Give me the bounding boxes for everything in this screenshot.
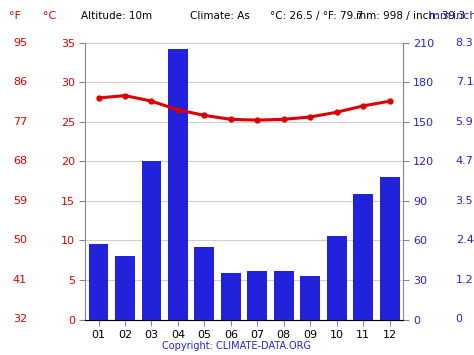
Text: 86: 86 (13, 77, 27, 87)
Bar (89, 244, 109, 320)
Text: °C: °C (43, 11, 56, 21)
Bar (353, 194, 373, 320)
Bar (115, 256, 135, 320)
Text: 32: 32 (13, 315, 27, 324)
Text: 41: 41 (13, 275, 27, 285)
Text: Climate: As: Climate: As (190, 11, 249, 21)
Text: 4.7: 4.7 (456, 156, 474, 166)
Text: 3.5: 3.5 (456, 196, 474, 206)
Text: 1.2: 1.2 (456, 275, 474, 285)
Bar (327, 236, 346, 320)
Bar (142, 161, 162, 320)
Text: 59: 59 (13, 196, 27, 206)
Bar (221, 273, 241, 320)
Text: 95: 95 (13, 38, 27, 48)
Bar (301, 276, 320, 320)
Text: 68: 68 (13, 156, 27, 166)
Bar (380, 177, 400, 320)
Text: inch: inch (453, 11, 474, 21)
Text: 7.1: 7.1 (456, 77, 474, 87)
Bar (194, 247, 214, 320)
Bar (274, 271, 294, 320)
Text: Copyright: CLIMATE-DATA.ORG: Copyright: CLIMATE-DATA.ORG (163, 342, 311, 351)
Bar (247, 271, 267, 320)
Text: mm: 998 / inch: 39.3: mm: 998 / inch: 39.3 (356, 11, 465, 21)
Text: mm: mm (429, 11, 451, 21)
Text: 0: 0 (456, 315, 463, 324)
Text: 8.3: 8.3 (456, 38, 474, 48)
Text: 50: 50 (13, 235, 27, 245)
Text: 2.4: 2.4 (456, 235, 474, 245)
Bar (168, 49, 188, 320)
Text: Altitude: 10m: Altitude: 10m (81, 11, 152, 21)
Text: °C: 26.5 / °F: 79.7: °C: 26.5 / °F: 79.7 (270, 11, 364, 21)
Text: 5.9: 5.9 (456, 117, 474, 127)
Text: 77: 77 (13, 117, 27, 127)
Text: °F: °F (9, 11, 21, 21)
